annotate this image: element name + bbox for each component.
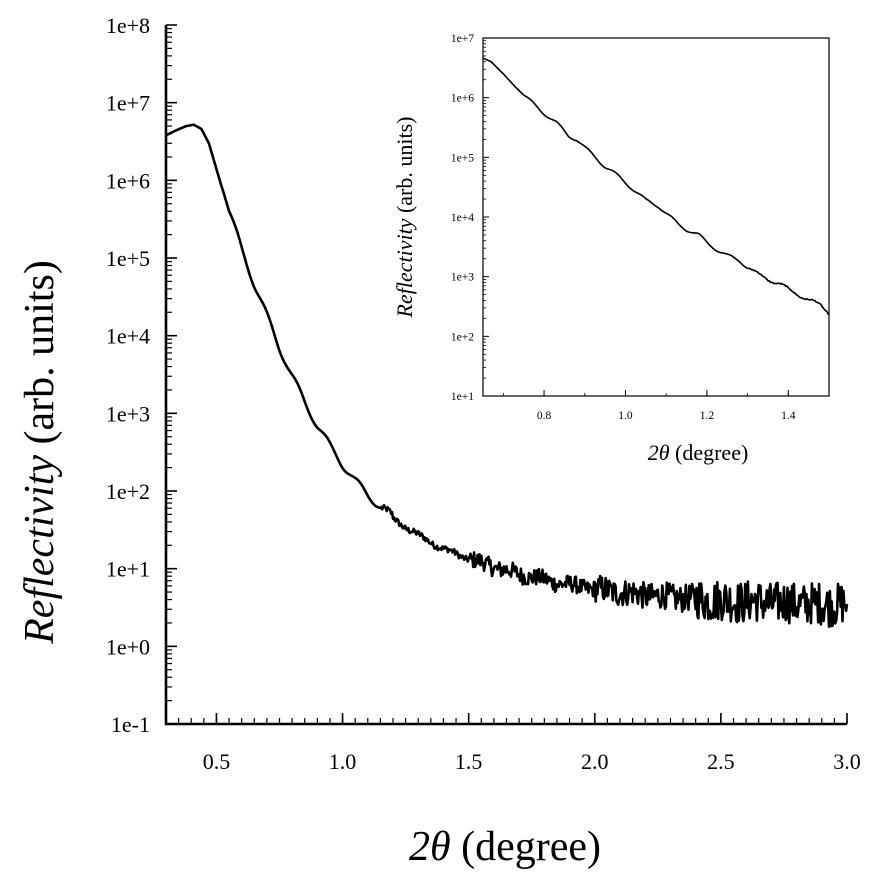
main-x-tick-label: 0.5 bbox=[203, 749, 231, 774]
main-y-tick-label: 1e+0 bbox=[106, 634, 150, 659]
inset-x-tick-label: 1.4 bbox=[781, 410, 796, 422]
main-y-tick-label: 1e+7 bbox=[106, 91, 150, 116]
main-tick-labels: 1e-1 1e+0 1e+1 1e+2 1e+3 1e+4 1e+5 1e+6 1e+7 1e+8… bbox=[106, 13, 861, 774]
inset-x-axis-title: 2θ (degree) bbox=[648, 440, 749, 465]
main-x-tick-label: 1.0 bbox=[329, 749, 357, 774]
main-x-axis-title-units: (degree) bbox=[451, 824, 601, 870]
main-x-axis-title: 2θ (degree) bbox=[409, 824, 601, 870]
inset-y-tick-label: 1e+1 bbox=[451, 391, 474, 403]
inset-y-tick-label: 1e+4 bbox=[451, 212, 474, 224]
inset-chart: 1e+1 1e+2 1e+3 1e+4 1e+5 1e+6 1e+7 0.8 1.0 1.2 1.4… bbox=[392, 33, 830, 465]
inset-x-axis-title-symbol: 2θ bbox=[648, 440, 670, 465]
main-y-axis-title-italic: Reflectivity bbox=[17, 455, 63, 645]
main-x-axis-title-symbol: 2θ bbox=[409, 824, 451, 870]
inset-background bbox=[483, 38, 829, 396]
inset-x-tick-label: 1.0 bbox=[618, 410, 633, 422]
main-y-axis-title-units: (arb. units) bbox=[17, 260, 63, 455]
main-series-line bbox=[165, 123, 849, 628]
main-y-axis-title: Reflectivity (arb. units) bbox=[17, 260, 63, 645]
main-x-tick-label: 2.5 bbox=[707, 749, 735, 774]
main-y-tick-label: 1e+4 bbox=[106, 324, 150, 349]
main-y-tick-label: 1e+3 bbox=[106, 401, 150, 426]
inset-x-tick-label: 0.8 bbox=[537, 410, 552, 422]
main-x-tick-label: 1.5 bbox=[455, 749, 483, 774]
main-y-tick-label: 1e+5 bbox=[106, 246, 150, 271]
inset-y-axis-title: Reflectivity (arb. units) bbox=[392, 117, 417, 319]
main-y-tick-label: 1e-1 bbox=[111, 712, 150, 737]
main-chart: 1e-1 1e+0 1e+1 1e+2 1e+3 1e+4 1e+5 1e+6 1e+7 1e+8… bbox=[17, 13, 861, 870]
inset-y-tick-label: 1e+7 bbox=[451, 33, 474, 45]
main-x-tick-label: 3.0 bbox=[833, 749, 861, 774]
inset-y-axis-title-italic: Reflectivity bbox=[392, 218, 417, 318]
main-y-tick-label: 1e+1 bbox=[106, 557, 150, 582]
inset-x-tick-label: 1.2 bbox=[700, 410, 715, 422]
inset-series-line bbox=[482, 57, 830, 315]
main-y-tick-label: 1e+8 bbox=[106, 13, 150, 38]
inset-y-tick-label: 1e+5 bbox=[451, 152, 474, 164]
inset-axes-frame bbox=[482, 37, 830, 397]
inset-x-axis-title-units: (degree) bbox=[670, 440, 749, 465]
inset-y-tick-label: 1e+2 bbox=[451, 331, 474, 343]
inset-y-axis-title-units: (arb. units) bbox=[392, 117, 417, 219]
main-axes-frame bbox=[164, 25, 847, 726]
main-y-tick-label: 1e+2 bbox=[106, 479, 150, 504]
main-y-tick-label: 1e+6 bbox=[106, 168, 150, 193]
inset-y-tick-label: 1e+6 bbox=[451, 93, 474, 105]
inset-y-tick-label: 1e+3 bbox=[451, 272, 474, 284]
inset-tick-labels: 1e+1 1e+2 1e+3 1e+4 1e+5 1e+6 1e+7 0.8 1.0 1.2 1.4 bbox=[451, 33, 796, 422]
main-x-tick-label: 2.0 bbox=[581, 749, 609, 774]
